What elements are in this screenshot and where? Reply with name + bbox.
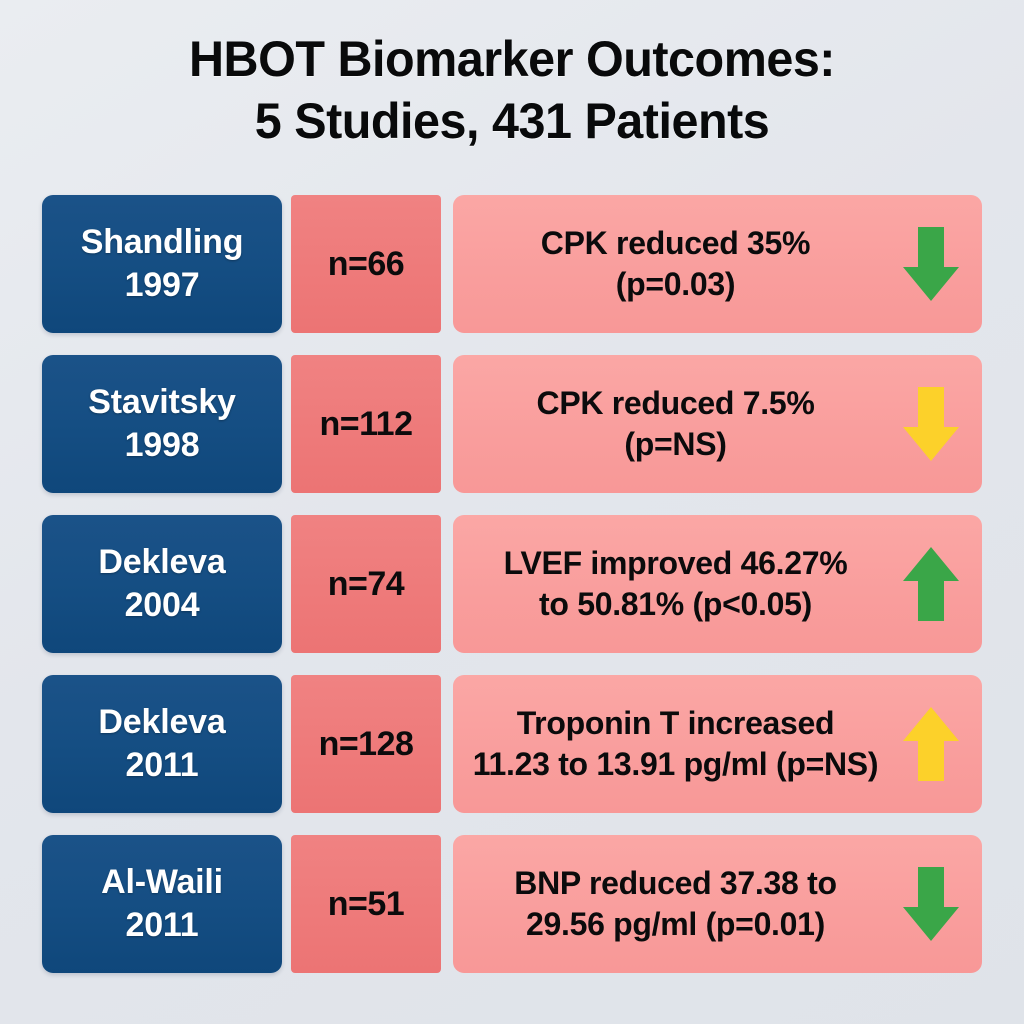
direction-arrow [888,221,974,307]
outcome-line-2: to 50.81% (p<0.05) [539,586,812,622]
sample-size-label: n=112 [319,404,413,443]
sample-size-label: n=74 [327,564,405,603]
outcome-line-1: Troponin T increased [516,705,835,741]
study-year: 2011 [125,906,199,944]
outcome-text: CPK reduced 7.5% (p=NS) [453,383,888,465]
sample-size-cell: n=128 [291,675,441,813]
sample-size-label: n=128 [318,724,414,763]
direction-arrow [888,701,974,787]
outcome-cell: CPK reduced 35% (p=0.03) [453,195,982,333]
outcome-line-2: 29.56 pg/ml (p=0.01) [525,906,826,942]
sample-size-cell: n=112 [291,355,441,493]
outcome-text: BNP reduced 37.38 to 29.56 pg/ml (p=0.01) [453,863,888,945]
outcome-line-1: LVEF improved 46.27% [503,545,848,581]
study-name: Dekleva [98,703,226,741]
outcome-text: CPK reduced 35% (p=0.03) [453,223,888,305]
arrow-down-icon [903,387,959,461]
title-line-1: HBOT Biomarker Outcomes: [189,31,835,87]
study-name: Shandling [80,223,244,261]
outcome-cell: BNP reduced 37.38 to 29.56 pg/ml (p=0.01) [453,835,982,973]
outcome-line-1: CPK reduced 7.5% [536,385,815,421]
arrow-down-icon [903,867,959,941]
outcome-cell: LVEF improved 46.27% to 50.81% (p<0.05) [453,515,982,653]
direction-arrow [888,541,974,627]
table-row: Shandling 1997 n=66 CPK reduced 35% (p=0.… [42,195,982,333]
title-line-2: 5 Studies, 431 Patients [254,93,770,149]
outcome-line-2: (p=0.03) [615,266,736,302]
outcome-cell: Troponin T increased 11.23 to 13.91 pg/ml… [453,675,982,813]
outcome-line-1: CPK reduced 35% [540,225,811,261]
study-year: 2011 [125,746,199,784]
arrow-up-icon [903,707,959,781]
study-name: Stavitsky [88,383,236,421]
direction-arrow [888,861,974,947]
study-cell: Dekleva 2011 [42,675,282,813]
sample-size-cell: n=74 [291,515,441,653]
study-cell: Dekleva 2004 [42,515,282,653]
page-title: HBOT Biomarker Outcomes: 5 Studies, 431 … [0,28,1024,152]
sample-size-label: n=51 [327,884,405,923]
study-name: Dekleva [98,543,226,581]
outcome-line-2: 11.23 to 13.91 pg/ml (p=NS) [472,746,879,782]
direction-arrow [888,381,974,467]
outcome-text: Troponin T increased 11.23 to 13.91 pg/ml… [453,703,888,785]
outcome-line-2: (p=NS) [624,426,727,462]
study-year: 2004 [124,586,200,624]
outcome-text: LVEF improved 46.27% to 50.81% (p<0.05) [453,543,888,625]
study-name: Al-Waili [101,863,223,901]
outcome-cell: CPK reduced 7.5% (p=NS) [453,355,982,493]
arrow-up-icon [903,547,959,621]
arrow-down-icon [903,227,959,301]
table-row: Dekleva 2011 n=128 Troponin T increased 1… [42,675,982,813]
sample-size-cell: n=66 [291,195,441,333]
sample-size-label: n=66 [327,244,405,283]
outcome-line-1: BNP reduced 37.38 to [514,865,837,901]
table-row: Al-Waili 2011 n=51 BNP reduced 37.38 to 2… [42,835,982,973]
table-row: Dekleva 2004 n=74 LVEF improved 46.27% to… [42,515,982,653]
sample-size-cell: n=51 [291,835,441,973]
study-cell: Al-Waili 2011 [42,835,282,973]
study-year: 1998 [124,426,200,464]
study-cell: Shandling 1997 [42,195,282,333]
study-cell: Stavitsky 1998 [42,355,282,493]
table-row: Stavitsky 1998 n=112 CPK reduced 7.5% (p=… [42,355,982,493]
studies-table: Shandling 1997 n=66 CPK reduced 35% (p=0.… [42,195,982,973]
study-year: 1997 [124,266,200,304]
